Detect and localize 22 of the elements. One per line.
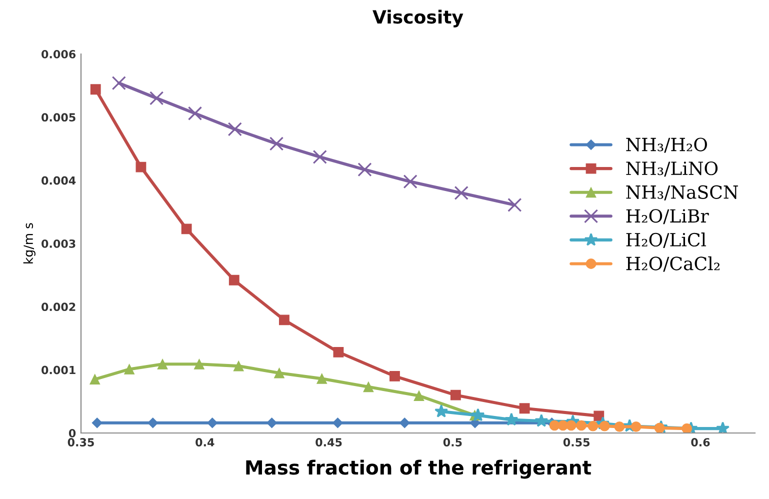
- x-axis-title: Mass fraction of the refrigerant: [246, 460, 592, 479]
- y-axis-title: kg/m s: [23, 223, 36, 264]
- y-tick-label: 0.001: [42, 366, 76, 374]
- y-tick-label: 0.006: [42, 50, 76, 58]
- y-tick-label: 0.004: [42, 176, 76, 185]
- legend-label: H₂O/LiBr: [626, 209, 709, 224]
- x-tick-label: 0.55: [563, 438, 590, 446]
- y-tick-label: 0.005: [42, 113, 76, 122]
- y-tick-label: 0.002: [42, 302, 76, 312]
- x-tick-label: 0.5: [443, 438, 462, 446]
- legend-label: H₂O/LiCl: [626, 232, 706, 248]
- chart-title: Viscosity: [372, 10, 464, 28]
- x-tick-label: 0.4: [196, 438, 214, 446]
- legend-label: NH₃/NaSCN: [626, 185, 738, 200]
- x-tick-label: 0.6: [691, 438, 710, 446]
- x-tick-label: 0.35: [68, 438, 94, 446]
- legend-label: NH₃/H₂O: [626, 138, 707, 153]
- legend-label: NH₃/LiNO: [626, 161, 718, 177]
- legend-label: H₂O/CaCl₂: [626, 256, 720, 272]
- y-tick-label: 0.003: [42, 239, 76, 248]
- y-tick-label: 0: [68, 428, 76, 438]
- x-tick-label: 0.45: [316, 438, 342, 446]
